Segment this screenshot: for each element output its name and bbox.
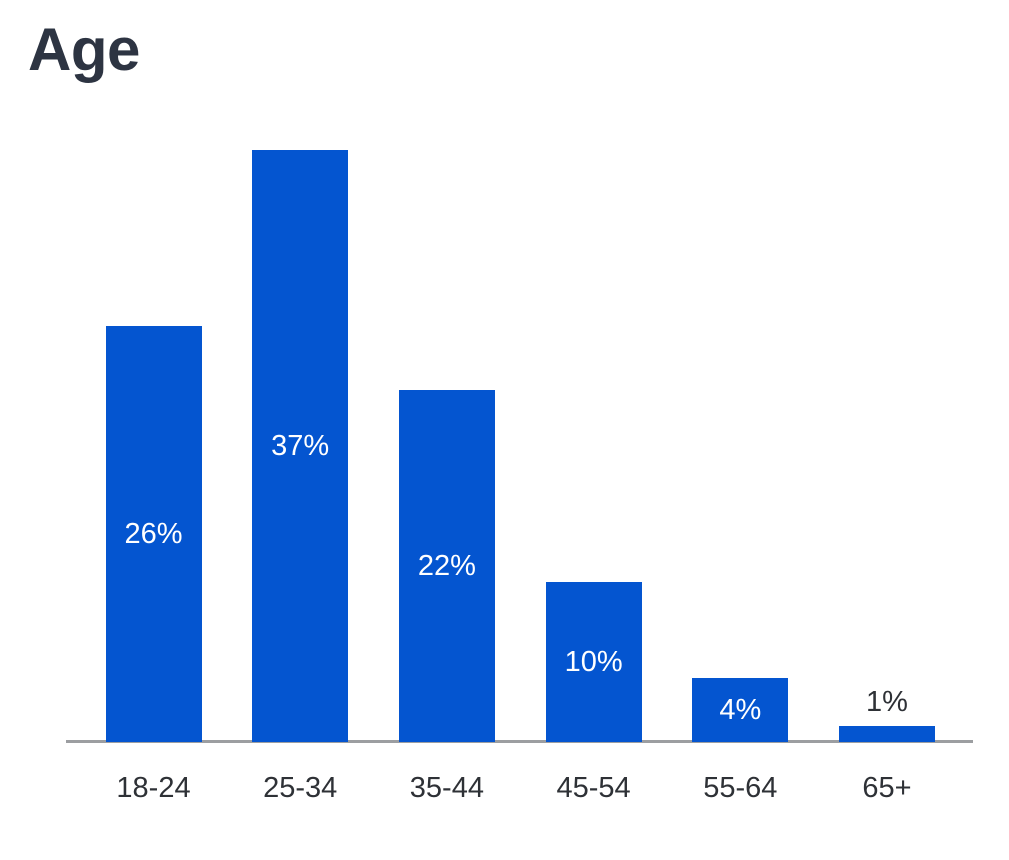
x-axis-tick-label-65+: 65+: [862, 772, 912, 804]
value-label-45-54: 10%: [564, 645, 623, 678]
bar-25-34: 37%: [252, 150, 349, 742]
value-label-55-64: 4%: [719, 693, 762, 726]
x-axis-line: [66, 740, 973, 743]
value-label-18-24: 26%: [124, 517, 183, 550]
value-label-35-44: 22%: [417, 549, 476, 582]
bar-45-54: 10%: [545, 582, 642, 742]
bar-35-44: 22%: [398, 390, 495, 742]
chart-title: Age: [28, 16, 140, 83]
x-axis-tick-label-45-54: 45-54: [556, 772, 631, 804]
x-axis-tick-label-35-44: 35-44: [409, 772, 484, 804]
value-label-25-34: 37%: [271, 429, 330, 462]
x-axis-tick-label-18-24: 18-24: [116, 772, 191, 804]
x-axis-tick-label-25-34: 25-34: [263, 772, 338, 804]
value-label-65+: 1%: [866, 686, 908, 718]
bar-65+: [839, 726, 935, 742]
bar-18-24: 26%: [105, 326, 202, 742]
bar-55-64: 4%: [692, 678, 789, 742]
x-axis-tick-label-55-64: 55-64: [703, 772, 778, 804]
